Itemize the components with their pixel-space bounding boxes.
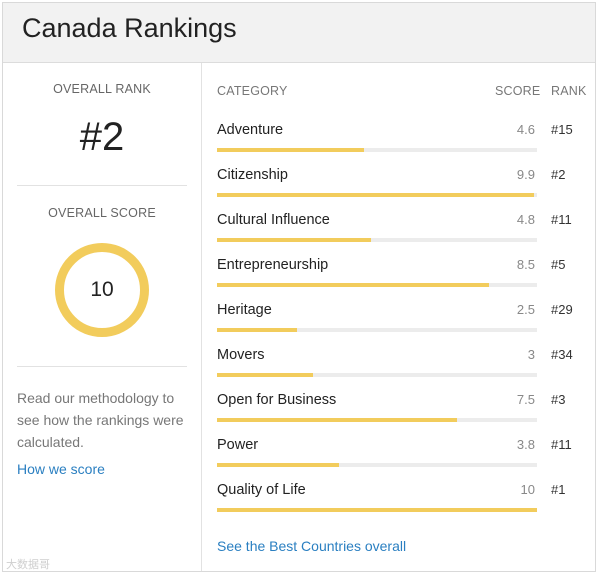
rank-header: RANK [551,84,587,98]
category-list: Adventure 4.6 #15 Citizenship 9.9 #2 Cul… [202,109,595,514]
category-name: Cultural Influence [217,212,330,228]
category-score: 2.5 [516,302,535,317]
category-row: Citizenship 9.9 #2 [202,154,595,199]
card-body: OVERALL RANK #2 OVERALL SCORE 10 Read ou… [3,63,595,571]
category-header: CATEGORY [217,84,288,98]
divider [17,366,187,367]
category-row: Heritage 2.5 #29 [202,289,595,334]
score-bar-track [217,193,537,197]
overall-score-label: OVERALL SCORE [48,206,156,220]
overall-rank-value: #2 [79,115,125,159]
category-row: Power 3.8 #11 [202,424,595,469]
score-bar-track [217,238,537,242]
category-row: Cultural Influence 4.8 #11 [202,199,595,244]
card-header: Canada Rankings [3,3,595,63]
score-header: SCORE [495,84,541,98]
score-bar-track [217,148,537,152]
category-score: 8.5 [516,257,535,272]
score-bar-fill [217,373,313,377]
category-rank: #2 [551,167,566,182]
score-bar-fill [217,508,537,512]
divider [17,185,187,186]
overall-rank-label: OVERALL RANK [53,82,151,96]
category-score: 4.8 [516,212,535,227]
overall-score-value: 10 [90,278,114,301]
score-bar-track [217,328,537,332]
score-bar-track [217,373,537,377]
score-bar-track [217,508,537,512]
category-name: Adventure [217,122,284,138]
category-rank: #1 [551,482,566,497]
watermark: 大数据哥 [6,559,50,571]
category-rank: #15 [551,122,573,137]
category-name: Open for Business [217,392,337,408]
category-name: Power [217,437,259,453]
rankings-card: Canada Rankings OVERALL RANK #2 OVERALL … [2,2,596,572]
score-ring [55,243,149,337]
category-row: Movers 3 #34 [202,334,595,379]
category-rank: #29 [551,302,573,317]
category-row: Entrepreneurship 8.5 #5 [202,244,595,289]
category-score: 7.5 [516,392,535,407]
overall-panel: OVERALL RANK #2 OVERALL SCORE 10 Read ou… [3,63,202,571]
score-bar-fill [217,463,339,467]
category-row: Quality of Life 10 #1 [202,469,595,514]
methodology-text: Read our methodology to see how the rank… [17,390,184,450]
page-title: Canada Rankings [22,13,237,43]
category-score: 3 [527,347,535,362]
category-score: 9.9 [516,167,535,182]
category-name: Entrepreneurship [217,257,329,273]
category-rank: #3 [551,392,566,407]
score-bar-fill [217,328,297,332]
how-we-score-link[interactable]: How we score [17,461,105,477]
category-name: Heritage [217,302,272,318]
score-bar-track [217,418,537,422]
category-panel: CATEGORY SCORE RANK Adventure 4.6 #15 Ci… [202,63,595,571]
best-countries-link[interactable]: See the Best Countries overall [217,538,407,554]
score-bar-track [217,463,537,467]
category-rank: #11 [551,212,572,227]
category-rank: #11 [551,437,572,452]
score-bar-track [217,283,537,287]
category-rank: #34 [551,347,573,362]
category-row: Adventure 4.6 #15 [202,109,595,154]
category-name: Quality of Life [217,482,306,498]
score-bar-fill [217,193,534,197]
score-bar-fill [217,238,371,242]
category-name: Citizenship [217,167,288,183]
category-rank: #5 [551,257,566,272]
category-name: Movers [217,347,265,363]
score-bar-fill [217,283,489,287]
category-score: 10 [520,482,535,497]
category-row: Open for Business 7.5 #3 [202,379,595,424]
score-bar-fill [217,148,365,152]
score-bar-fill [217,418,457,422]
category-score: 3.8 [516,437,535,452]
category-score: 4.6 [516,122,535,137]
